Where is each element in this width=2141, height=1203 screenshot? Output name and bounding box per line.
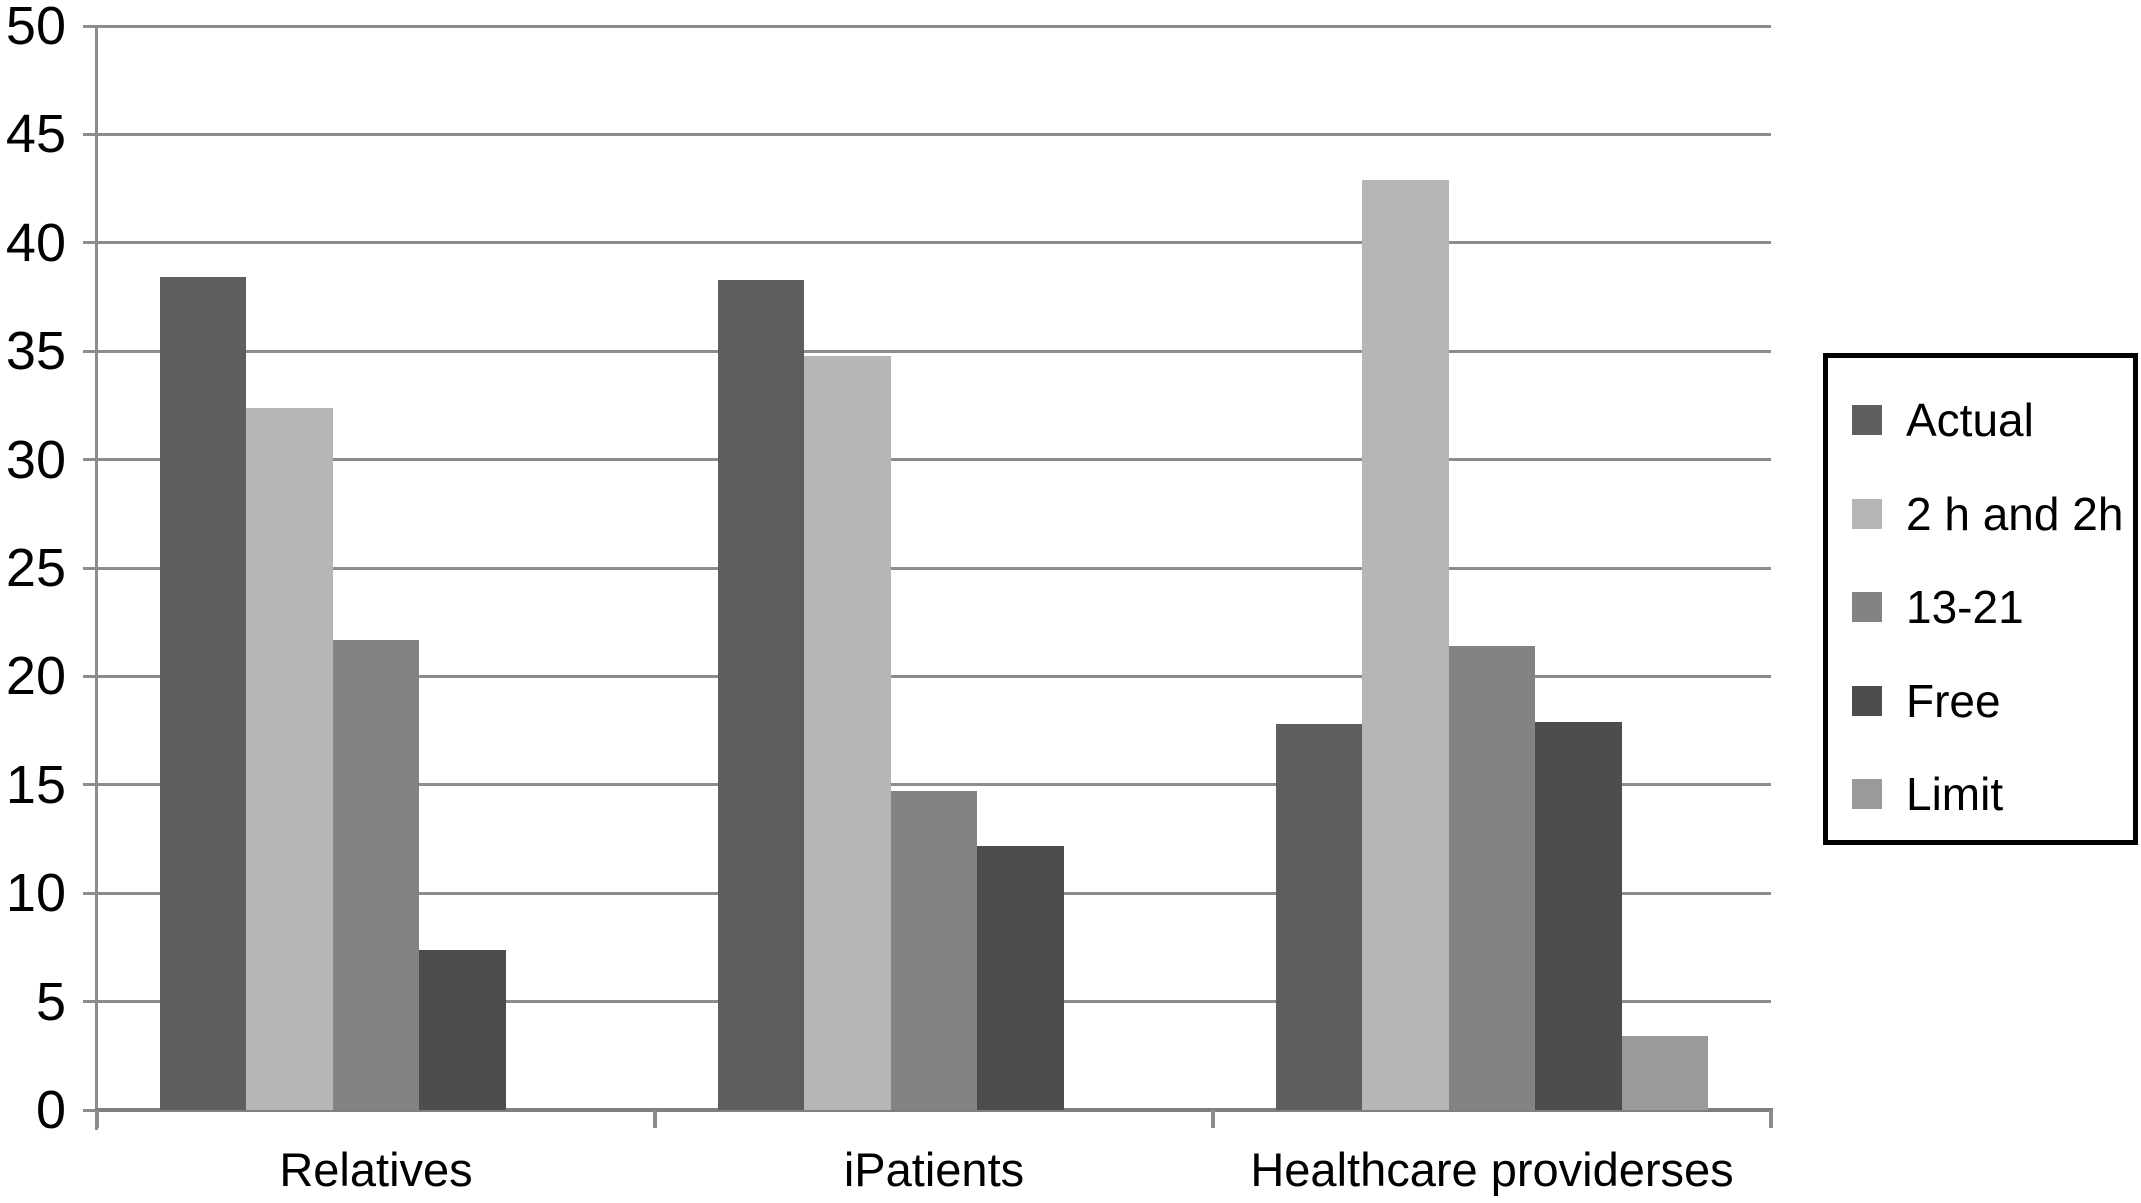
legend-swatch-13-21 [1852, 592, 1882, 622]
y-axis-line [95, 26, 98, 1130]
legend-label-13-21: 13-21 [1906, 581, 2024, 633]
legend-item-2-h-and-2h: 2 h and 2h [1852, 491, 2123, 537]
x-tick [653, 1110, 657, 1128]
x-tick [1211, 1110, 1215, 1128]
y-tick [83, 241, 97, 245]
x-tick [95, 1110, 99, 1128]
bar-healthcare-providerses-limit [1621, 1036, 1709, 1110]
y-tick-label: 0 [35, 1080, 66, 1140]
gridline [97, 241, 1771, 245]
gridline [97, 674, 1771, 678]
legend-label-actual: Actual [1906, 394, 2034, 446]
y-tick [83, 783, 97, 787]
bar-relatives-2-h-and-2h [246, 407, 333, 1110]
legend-swatch-limit [1852, 779, 1882, 809]
bar-healthcare-providerses-actual [1275, 724, 1363, 1110]
y-tick [83, 1000, 97, 1004]
y-tick-label: 15 [5, 754, 66, 815]
y-tick [83, 132, 97, 136]
legend-item-limit: Limit [1852, 771, 2003, 817]
legend-item-free: Free [1852, 678, 2001, 724]
y-tick-label: 40 [5, 212, 66, 273]
gridline [97, 132, 1771, 136]
legend-label-free: Free [1906, 674, 2001, 727]
y-tick [83, 458, 97, 462]
bar-relatives-actual [159, 277, 247, 1110]
legend-item-13-21: 13-21 [1852, 584, 2024, 630]
bar-relatives-13-21 [332, 639, 420, 1110]
y-tick-label: 20 [5, 646, 66, 707]
bar-healthcare-providerses-13-21 [1448, 646, 1536, 1110]
x-category-label-ipatients: iPatients [843, 1143, 1025, 1196]
bar-relatives-free [419, 949, 506, 1110]
legend: Actual 2 h and 2h 13-21 Free Limit [1823, 353, 2138, 845]
y-tick [83, 566, 97, 570]
bar-healthcare-providerses-free [1535, 721, 1622, 1110]
gridline [97, 783, 1771, 787]
legend-swatch-free [1852, 685, 1882, 716]
bar-ipatients-13-21 [890, 791, 978, 1110]
legend-label-limit: Limit [1906, 768, 2004, 820]
gridline [97, 24, 1771, 28]
x-tick [1769, 1110, 1773, 1128]
y-tick [83, 24, 97, 28]
y-tick [83, 674, 97, 678]
legend-swatch-2-h-and-2h [1852, 498, 1882, 529]
x-category-label-healthcare-providerses: Healthcare providerses [1250, 1143, 1734, 1196]
x-axis-line [95, 1108, 1773, 1112]
gridline [97, 458, 1771, 462]
y-tick-label: 50 [5, 0, 66, 56]
y-tick [83, 1108, 97, 1112]
bar-healthcare-providerses-2-h-and-2h [1362, 179, 1449, 1110]
legend-item-actual: Actual [1852, 397, 2034, 443]
gridline [97, 349, 1771, 353]
y-tick-label: 10 [5, 863, 66, 924]
y-tick-label: 30 [5, 429, 66, 490]
y-tick-label: 25 [5, 538, 66, 598]
gridline [97, 566, 1771, 570]
y-tick [83, 349, 97, 353]
bar-ipatients-free [977, 845, 1064, 1110]
y-tick-label: 45 [5, 104, 66, 165]
y-tick [83, 891, 97, 895]
bar-ipatients-actual [717, 279, 805, 1110]
x-category-label-relatives: Relatives [279, 1143, 473, 1196]
bar-ipatients-2-h-and-2h [804, 355, 891, 1110]
y-tick-label: 35 [5, 321, 66, 382]
legend-label-2-h-and-2h: 2 h and 2h [1906, 487, 2124, 540]
legend-swatch-actual [1852, 405, 1882, 435]
y-tick-label: 5 [35, 971, 66, 1032]
